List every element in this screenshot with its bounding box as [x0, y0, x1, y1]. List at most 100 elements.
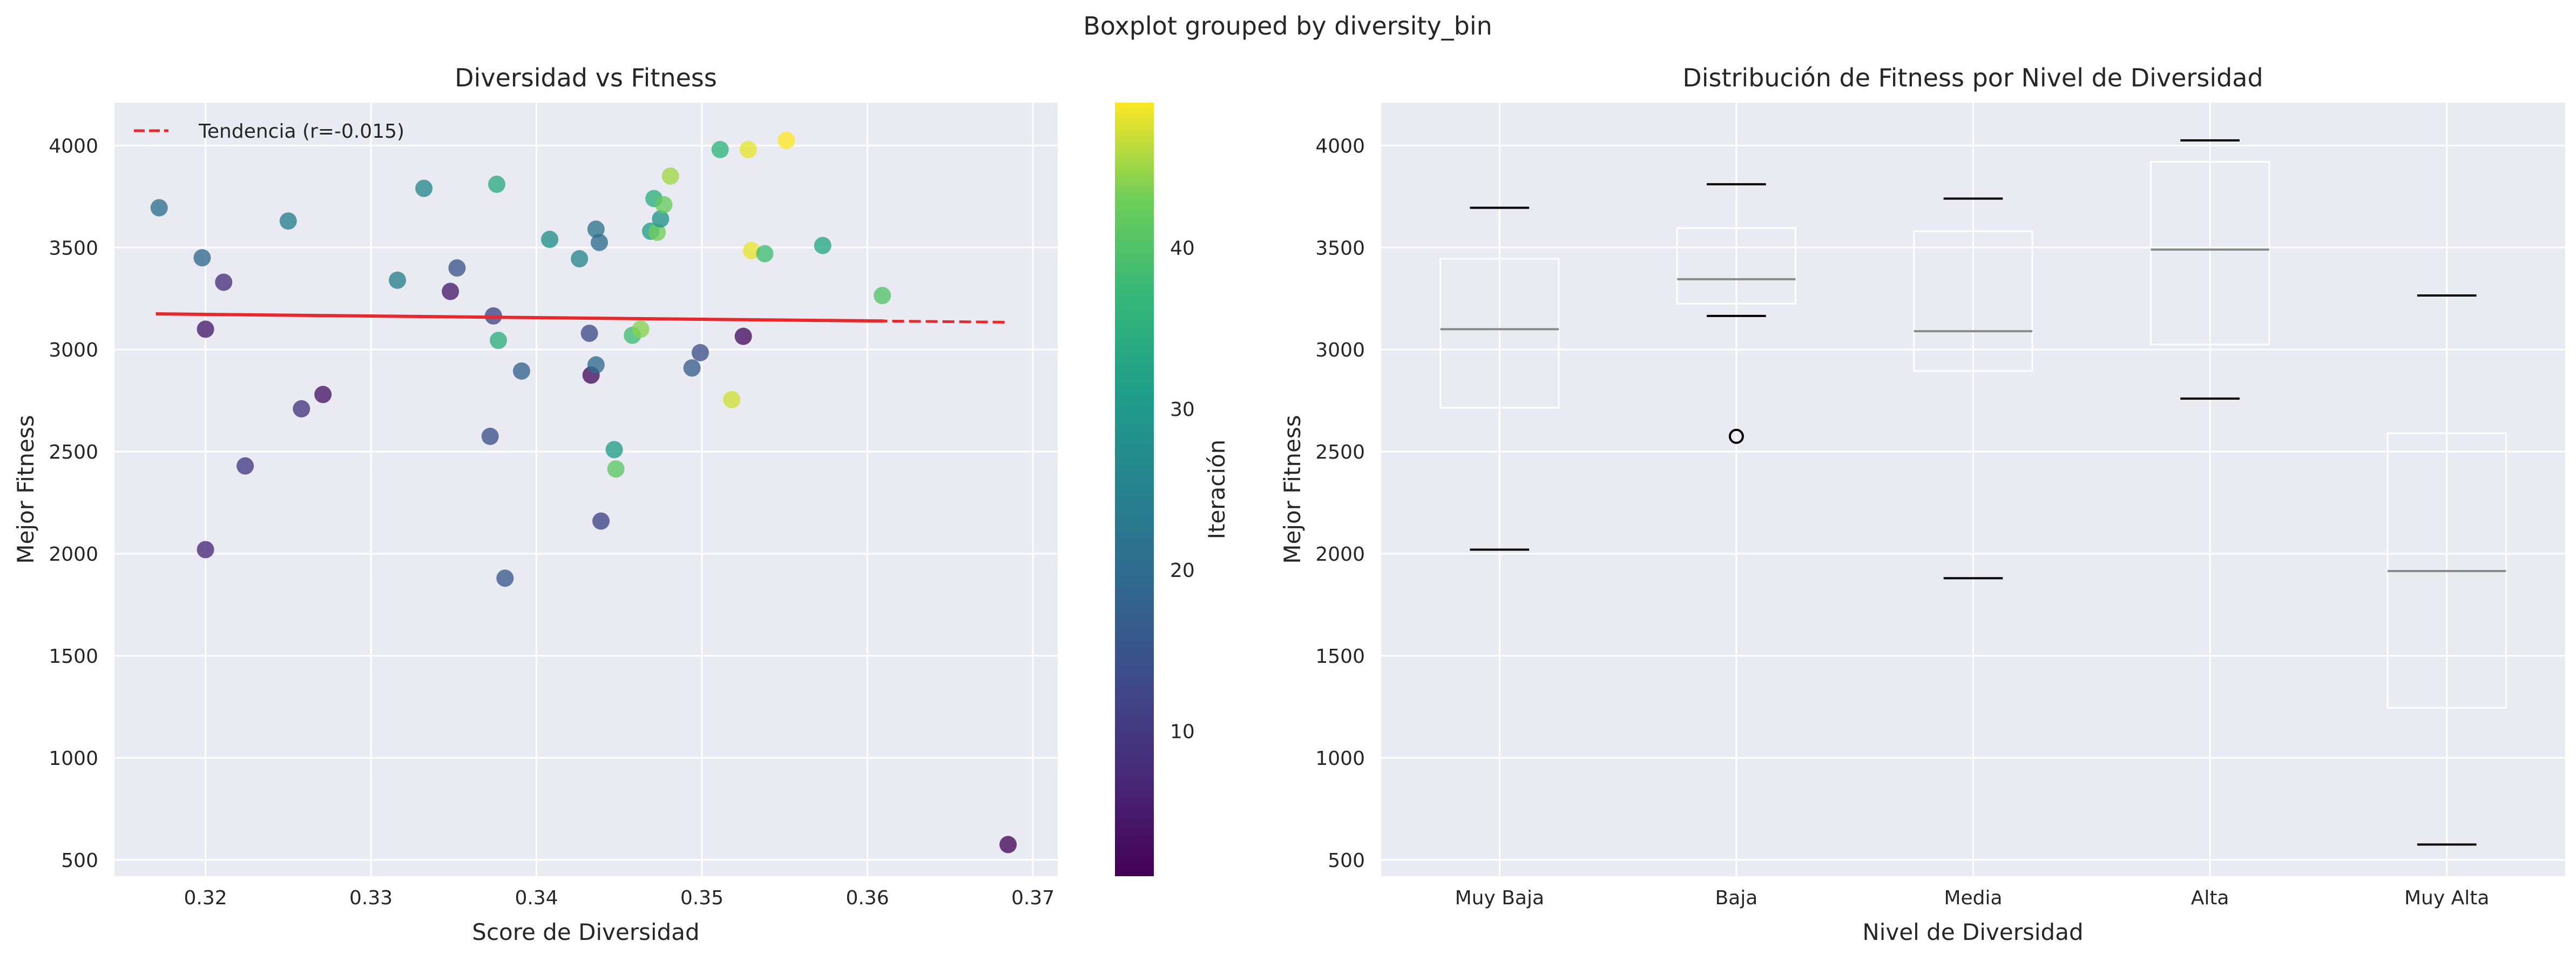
- scatter-y-tick-label: 3000: [49, 339, 98, 361]
- scatter-x-tick-label: 0.37: [1011, 887, 1054, 909]
- boxplot-category-label: Media: [1944, 887, 2002, 909]
- scatter-title: Diversidad vs Fitness: [455, 63, 717, 92]
- box-alta: [2149, 139, 2270, 400]
- scatter-point: [488, 176, 505, 193]
- colorbar-tick-labels: 10 20 30 40: [1170, 238, 1195, 743]
- scatter-y-axis-label: Mejor Fitness: [12, 415, 39, 564]
- scatter-x-axis-label: Score de Diversidad: [472, 919, 699, 945]
- box-iqr: [1439, 258, 1560, 409]
- scatter-point: [734, 327, 752, 345]
- figure-suptitle: Boxplot grouped by diversity_bin: [1083, 11, 1492, 41]
- scatter-point: [512, 362, 530, 380]
- scatter-x-tick-label: 0.33: [349, 887, 393, 909]
- boxplot-y-tick-label: 4000: [1315, 135, 1365, 157]
- scatter-x-tick-label: 0.34: [515, 887, 558, 909]
- scatter-point: [215, 273, 233, 291]
- scatter-point: [580, 324, 598, 342]
- scatter-y-tick-label: 2000: [49, 543, 98, 566]
- boxplot-category-label: Muy Alta: [2404, 887, 2489, 909]
- scatter-point: [293, 400, 310, 418]
- boxplot-y-tick-label: 3000: [1315, 339, 1365, 361]
- colorbar: 10 20 30 40 Iteración: [1115, 103, 1230, 876]
- colorbar-gradient: [1115, 103, 1154, 876]
- scatter-point: [490, 332, 508, 350]
- boxplot-y-tick-label: 2500: [1315, 441, 1365, 463]
- scatter-y-tick-label: 4000: [49, 135, 98, 157]
- scatter-x-tick-label: 0.35: [680, 887, 724, 909]
- scatter-y-tick-label: 500: [61, 850, 98, 872]
- scatter-x-tick-label: 0.32: [184, 887, 227, 909]
- scatter-point: [723, 391, 741, 408]
- colorbar-label: Iteración: [1204, 440, 1230, 540]
- boxplot-category-label: Muy Baja: [1455, 887, 1544, 909]
- boxplot-y-tick-label: 2000: [1315, 543, 1365, 566]
- boxplot-y-axis-label: Mejor Fitness: [1279, 415, 1306, 564]
- scatter-x-tick-label: 0.36: [846, 887, 889, 909]
- box-muy-baja: [1439, 206, 1560, 551]
- scatter-point: [742, 241, 760, 259]
- box-iqr: [2149, 161, 2270, 346]
- boxplot-title: Distribución de Fitness por Nivel de Div…: [1682, 63, 2263, 92]
- scatter-point: [607, 460, 625, 478]
- boxplot-y-tick-label: 1500: [1315, 646, 1365, 668]
- scatter-point: [389, 271, 407, 289]
- scatter-point: [632, 320, 650, 338]
- outlier-point: [1728, 428, 1744, 444]
- legend: Tendencia (r=-0.015): [134, 120, 404, 143]
- scatter-point: [193, 249, 211, 267]
- boxplot-y-tick-label: 3500: [1315, 237, 1365, 259]
- scatter-point: [314, 386, 332, 404]
- scatter-point: [655, 196, 673, 213]
- boxplot-y-tick-labels: 500 1000 1500 2000 2500 3000 3500 4000: [1315, 135, 1365, 871]
- scatter-point: [683, 359, 701, 377]
- boxplot-y-tick-label: 1000: [1315, 748, 1365, 770]
- scatter-y-tick-label: 2500: [49, 441, 98, 463]
- legend-trend-label: Tendencia (r=-0.015): [198, 120, 404, 143]
- boxplot-axes: Muy Baja Baja Media Alta Muy Alta 500 1000 150…: [1279, 63, 2565, 945]
- colorbar-tick-label: 20: [1170, 560, 1195, 582]
- scatter-y-tick-label: 1000: [49, 748, 98, 770]
- trend-line-dashed: [155, 312, 1009, 324]
- scatter-point: [661, 167, 679, 185]
- scatter-point: [691, 344, 709, 361]
- scatter-point: [496, 569, 514, 587]
- scatter-point: [874, 287, 891, 305]
- scatter-point: [571, 250, 589, 268]
- scatter-point: [442, 283, 459, 300]
- colorbar-tick-label: 40: [1170, 238, 1195, 260]
- box-baja: [1676, 183, 1797, 444]
- scatter-gridlines: [114, 103, 1058, 876]
- trend-line: [155, 312, 1009, 324]
- scatter-point: [605, 441, 623, 459]
- colorbar-tick-label: 10: [1170, 721, 1195, 743]
- scatter-axes: 0.32 0.33 0.34 0.35 0.36 0.37 500 1000 1500 2000…: [12, 63, 1058, 945]
- scatter-point: [652, 210, 670, 228]
- colorbar-tick-label: 30: [1170, 399, 1195, 421]
- scatter-point: [814, 237, 831, 254]
- scatter-point: [592, 512, 610, 530]
- scatter-point: [541, 231, 559, 248]
- scatter-point: [777, 131, 795, 149]
- scatter-x-tick-labels: 0.32 0.33 0.34 0.35 0.36 0.37: [184, 887, 1054, 909]
- box-iqr: [1676, 227, 1797, 305]
- scatter-point: [587, 220, 605, 238]
- boxplot-x-tick-labels: Muy Baja Baja Media Alta Muy Alta: [1455, 887, 2490, 909]
- boxplot-category-label: Alta: [2191, 887, 2229, 909]
- scatter-point: [150, 199, 168, 217]
- scatter-point: [415, 179, 433, 197]
- scatter-y-tick-label: 1500: [49, 646, 98, 668]
- scatter-point: [587, 356, 605, 374]
- scatter-plot-area: [114, 103, 1058, 876]
- boxplot-y-tick-label: 500: [1328, 850, 1365, 872]
- boxplot-x-axis-label: Nivel de Diversidad: [1862, 919, 2083, 945]
- scatter-point: [756, 245, 774, 263]
- scatter-point: [279, 212, 297, 230]
- scatter-point: [197, 541, 214, 559]
- boxplot-boxes: [1439, 139, 2507, 846]
- scatter-point: [999, 836, 1017, 854]
- boxplot-category-label: Baja: [1715, 887, 1757, 909]
- scatter-points: [150, 131, 1017, 854]
- scatter-point: [481, 427, 499, 445]
- scatter-point: [448, 259, 466, 277]
